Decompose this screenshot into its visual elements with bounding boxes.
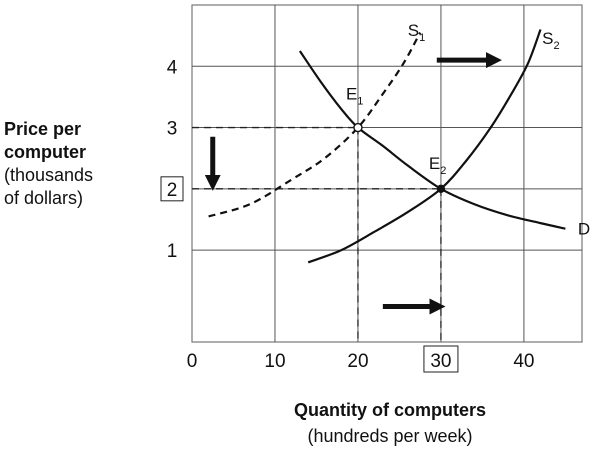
- y-tick-label-4: 4: [167, 57, 178, 78]
- equilibrium-point-1: [353, 122, 363, 133]
- x-tick-label-10: 10: [264, 351, 285, 372]
- curve-d: [298, 50, 566, 230]
- x-tick-label-0: 0: [187, 351, 198, 372]
- x-axis-label-line-2: (hundreds per week): [307, 426, 473, 446]
- curve-s1: [208, 32, 422, 218]
- curve-label-s1: S1: [408, 21, 425, 44]
- y-tick-label-3: 3: [167, 119, 178, 140]
- equilibrium-label-1: E1: [346, 85, 363, 108]
- y-axis-label-line-2: computer: [4, 142, 87, 162]
- y-axis-label-line-4: of dollars): [4, 188, 84, 208]
- x-axis-label: Quantity of computers (hundreds per week…: [180, 397, 590, 449]
- curve-label-s2: S2: [542, 29, 559, 52]
- x-axis-label-line-1: Quantity of computers: [293, 400, 486, 420]
- y-tick-label-2: 2: [167, 180, 178, 201]
- x-tick-label-40: 40: [513, 351, 534, 372]
- y-tick-label-1: 1: [167, 241, 178, 262]
- y-axis-label-line-1: Price per: [4, 119, 82, 139]
- equilibrium-label-2: E2: [429, 154, 446, 177]
- y-axis-label: Price per computer (thousands of dollars…: [4, 118, 154, 210]
- x-tick-box-30: [423, 345, 459, 373]
- y-axis-label-line-3: (thousands: [4, 165, 94, 185]
- y-tick-box-2: [160, 176, 184, 202]
- curve-label-d: D: [578, 220, 590, 239]
- equilibrium-point-2: [436, 184, 446, 194]
- plot-frame: [191, 4, 583, 343]
- x-tick-label-30: 30: [430, 351, 451, 372]
- x-tick-label-20: 20: [347, 351, 368, 372]
- curve-s2: [307, 29, 542, 264]
